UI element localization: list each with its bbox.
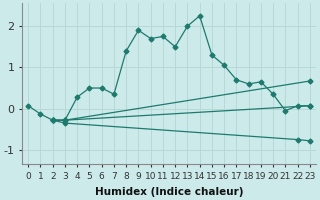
X-axis label: Humidex (Indice chaleur): Humidex (Indice chaleur) — [95, 187, 243, 197]
